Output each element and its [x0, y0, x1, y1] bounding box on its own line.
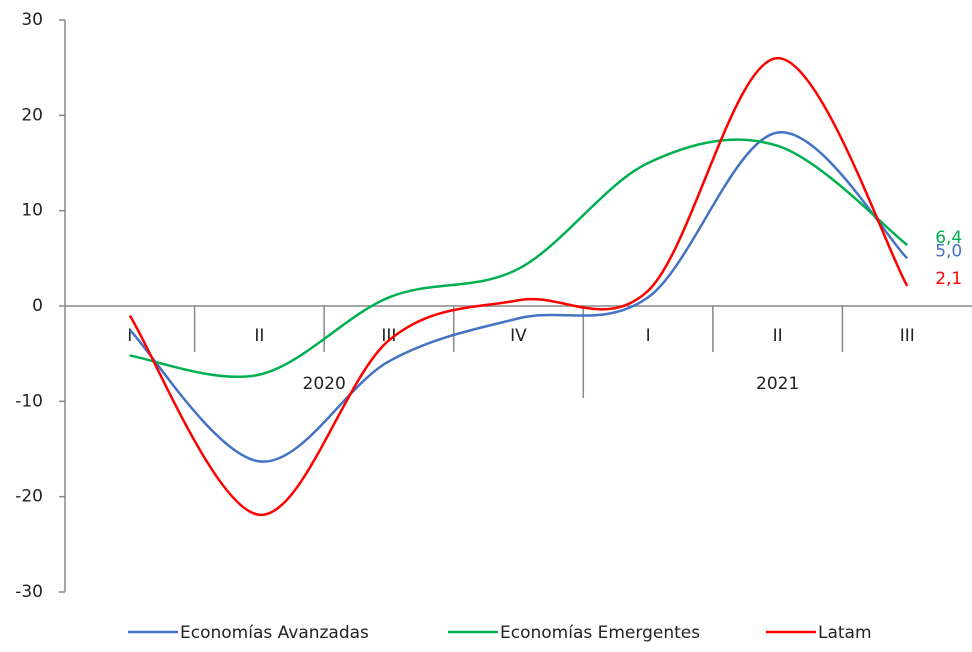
y-tick-label: -20 [15, 487, 43, 507]
x-tick-label: III [900, 326, 915, 346]
group-label: 2020 [303, 374, 346, 394]
series-line [128, 131, 909, 463]
y-tick-label: 0 [32, 296, 43, 316]
x-tick-label: II [773, 326, 783, 346]
legend-label: Economías Emergentes [500, 623, 700, 643]
y-tick-label: 30 [21, 10, 43, 30]
y-tick-label: 10 [21, 201, 43, 221]
x-tick-label: I [127, 326, 132, 346]
series-line [129, 138, 908, 379]
group-label: 2021 [756, 374, 799, 394]
y-tick-label: -30 [15, 582, 43, 602]
value-label: 5,0 [935, 241, 962, 261]
y-tick-label: 20 [21, 105, 43, 125]
y-tick-label: -10 [15, 391, 43, 411]
value-label: 6,4 [935, 228, 962, 248]
series-line [128, 56, 909, 517]
x-tick-label: III [381, 326, 396, 346]
x-tick-label: II [254, 326, 264, 346]
legend-label: Latam [818, 623, 872, 643]
value-label: 2,1 [935, 269, 962, 289]
x-tick-label: I [646, 326, 651, 346]
legend-label: Economías Avanzadas [180, 623, 369, 643]
x-tick-label: IV [510, 326, 527, 346]
